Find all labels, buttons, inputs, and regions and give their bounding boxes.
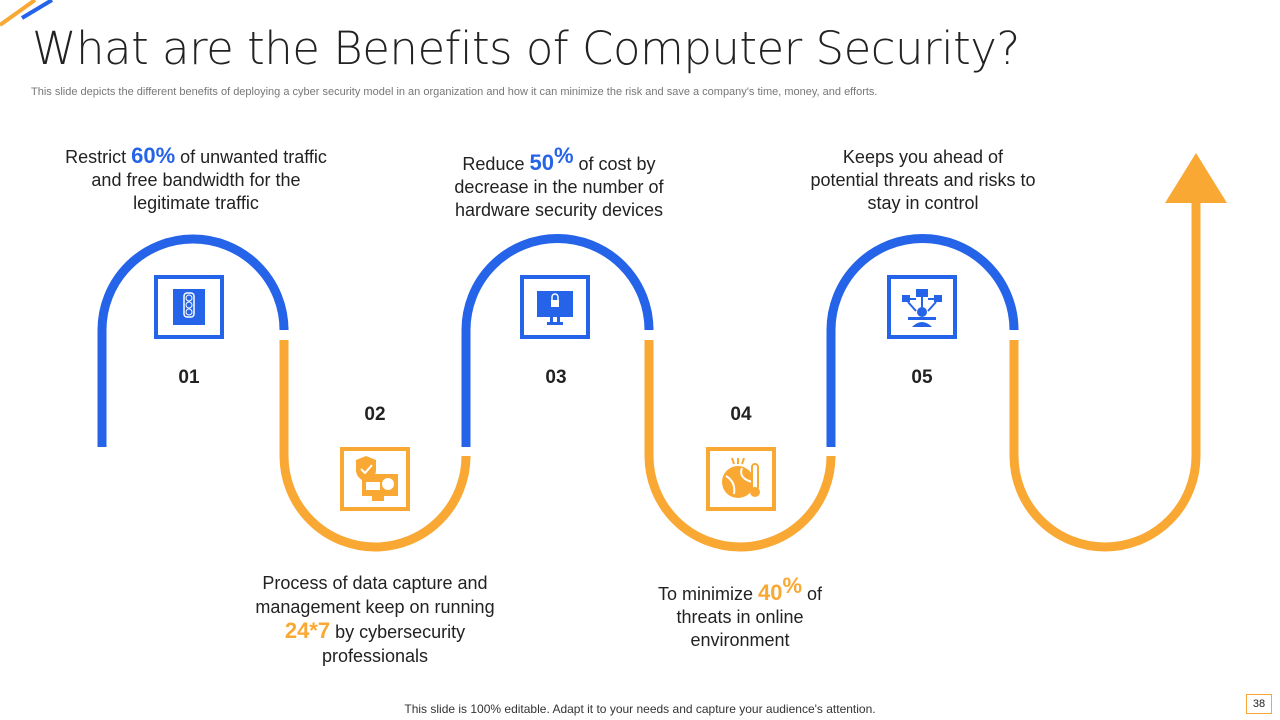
step-number-01: 01 xyxy=(178,367,200,388)
locked-monitor-icon xyxy=(520,275,590,339)
orange-arch-2 xyxy=(644,340,836,552)
orange-arch-3 xyxy=(1009,198,1201,552)
shield-monitor-icon xyxy=(340,447,410,511)
step-04-text: To minimize 40% of threats in online env… xyxy=(657,573,823,650)
step-03-text: Reduce 50% of cost by decrease in the nu… xyxy=(454,143,664,220)
step-number-03: 03 xyxy=(545,367,567,388)
page-subtitle: This slide depicts the different benefit… xyxy=(31,86,878,98)
step-05-text: Keeps you ahead of potential threats and… xyxy=(810,147,1036,213)
step-02-text: Process of data capture and management k… xyxy=(255,573,495,666)
footer-note: This slide is 100% editable. Adapt it to… xyxy=(404,702,876,716)
globe-thermometer-icon xyxy=(706,447,776,511)
step-number-04: 04 xyxy=(730,404,752,425)
page-number: 38 xyxy=(1246,694,1272,714)
corner-decoration xyxy=(0,0,54,27)
blue-arch-2 xyxy=(461,234,654,447)
network-diagram-icon xyxy=(887,275,957,339)
blue-arch-1 xyxy=(97,234,289,447)
traffic-light-icon xyxy=(154,275,224,339)
step-01-text: Restrict 60% of unwanted traffic and fre… xyxy=(65,143,327,213)
step-number-02: 02 xyxy=(364,404,386,425)
orange-arch-1 xyxy=(279,340,471,552)
step-number-05: 05 xyxy=(911,367,933,388)
arrow-head-icon xyxy=(1165,153,1227,203)
page-title: What are the Benefits of Computer Securi… xyxy=(32,22,1020,75)
blue-arch-3 xyxy=(826,234,1019,447)
